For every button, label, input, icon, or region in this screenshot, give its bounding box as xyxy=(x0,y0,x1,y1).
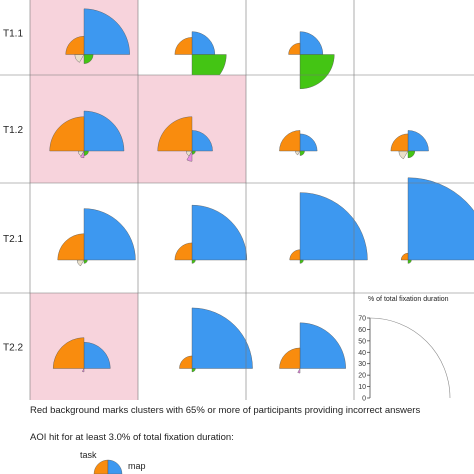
wedge-task xyxy=(390,133,409,152)
wedge-task xyxy=(52,337,85,369)
scale-tick-label: 30 xyxy=(358,361,366,368)
wedge-map xyxy=(299,322,346,369)
wedge-map xyxy=(83,342,111,369)
wedge-task xyxy=(157,116,193,152)
glyph-r4-c2 xyxy=(179,307,253,373)
wedge-map xyxy=(191,307,253,369)
scale-tick-label: 50 xyxy=(358,338,366,345)
grid-layer xyxy=(0,0,474,400)
wedge-task xyxy=(288,42,301,55)
wedge-aoi-pink xyxy=(82,367,85,373)
wedge-map xyxy=(299,192,368,261)
wedge-map xyxy=(407,130,429,152)
wedge-map xyxy=(83,208,136,261)
glyph-r3-c1 xyxy=(57,208,136,267)
wedge-task xyxy=(279,130,301,152)
wedge-aoi-beige xyxy=(76,259,85,267)
wedge-aoi-beige xyxy=(398,150,409,160)
caption: Red background marks clusters with 65% o… xyxy=(30,405,421,416)
wedge-task xyxy=(289,249,301,261)
glyph-r3-c4 xyxy=(400,177,474,264)
scale-tick-label: 10 xyxy=(358,384,366,391)
scale-tick-label: 0 xyxy=(362,396,366,403)
glyph-r4-c3 xyxy=(279,322,346,374)
wedge-aoi-green xyxy=(299,54,335,89)
glyph-r2-c1 xyxy=(49,110,125,159)
wedge-aoi-green xyxy=(407,150,416,159)
wedge-task xyxy=(57,233,85,261)
wedge-task xyxy=(49,116,85,152)
glyph-r3-c3 xyxy=(289,192,368,264)
wedge-task xyxy=(400,252,409,261)
wedge-task xyxy=(174,242,193,261)
wedge-map xyxy=(191,130,213,152)
wedge-map xyxy=(191,31,216,55)
wedge-aoi-green xyxy=(299,150,305,156)
row-label-t2-2: T2.2 xyxy=(3,343,23,354)
wedge-aoi-green xyxy=(299,259,304,264)
legend-glyph xyxy=(93,459,123,474)
scale-tick-label: 70 xyxy=(358,316,366,323)
wedge-map xyxy=(299,133,318,152)
row-labels: T1.1 T1.2 T2.1 T2.2 xyxy=(3,29,23,354)
legend-wedge-map xyxy=(107,459,123,474)
row-label-t1-1: T1.1 xyxy=(3,29,23,40)
wedge-map xyxy=(83,110,125,152)
wedge-map xyxy=(191,204,248,261)
wedge-task xyxy=(174,37,193,55)
cells-layer xyxy=(30,0,474,400)
wedge-aoi-green xyxy=(83,54,94,64)
wedge-map xyxy=(299,31,324,55)
glyph-r1-c3 xyxy=(288,31,335,89)
row-label-t1-2: T1.2 xyxy=(3,125,23,136)
wedge-aoi-beige xyxy=(295,150,301,156)
wedge-aoi-green xyxy=(191,368,196,373)
legend-task-label: task xyxy=(80,450,97,460)
scale-title: % of total fixation duration xyxy=(368,296,449,303)
scale-arc xyxy=(369,317,451,399)
glyph-r2-c2 xyxy=(157,116,213,162)
wedge-map xyxy=(83,8,130,55)
scale-legend: % of total fixation duration 0 10 20 30 40 50 6… xyxy=(93,296,451,474)
scale-tick-label: 60 xyxy=(358,327,366,334)
glyph-r2-c3 xyxy=(279,130,318,156)
legend-title: AOI hit for at least 3.0% of total fixat… xyxy=(30,432,234,443)
legend-map-label: map xyxy=(128,461,146,471)
wedge-aoi-green xyxy=(407,259,412,264)
scale-tick-label: 20 xyxy=(358,373,366,380)
glyph-r3-c2 xyxy=(174,204,248,264)
wedge-task xyxy=(279,347,301,369)
wedge-aoi-green xyxy=(191,259,196,264)
wedge-aoi-green xyxy=(83,259,88,264)
legend-wedge-task xyxy=(93,459,109,474)
glyph-r4-c1 xyxy=(52,337,111,373)
scale-tick-label: 40 xyxy=(358,350,366,357)
glyph-r1-c2 xyxy=(174,31,227,89)
wedge-task xyxy=(179,355,193,369)
wedge-map xyxy=(407,177,474,261)
glyph-r2-c4 xyxy=(390,130,429,160)
wedge-aoi-pink xyxy=(297,367,301,374)
wedge-task xyxy=(65,36,85,55)
glyph-r1-c1 xyxy=(65,8,130,64)
row-label-t2-1: T2.1 xyxy=(3,234,23,245)
